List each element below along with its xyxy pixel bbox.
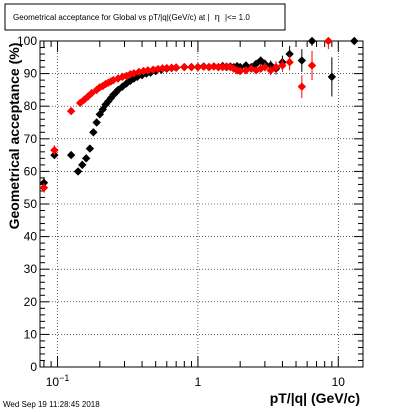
data-point — [83, 92, 93, 101]
data-point — [307, 36, 317, 46]
plot-area — [39, 36, 364, 368]
x-axis-title: pT/|q| (GeV/c) — [270, 390, 360, 406]
data-point — [106, 93, 116, 103]
plot-frame — [39, 40, 364, 368]
data-point — [167, 63, 176, 72]
data-point — [324, 36, 333, 46]
data-point — [85, 144, 95, 153]
data-point — [199, 62, 208, 71]
data-point — [204, 62, 214, 72]
data-point — [133, 72, 142, 82]
data-point — [193, 62, 203, 72]
data-point — [92, 118, 101, 127]
data-point — [162, 63, 171, 73]
y-tick-label: 80 — [24, 99, 38, 113]
y-tick-label: 20 — [24, 295, 38, 309]
y-tick-label: 60 — [24, 164, 38, 178]
data-point — [218, 62, 227, 72]
y-tick-label: 0 — [30, 360, 37, 374]
x-tick-label-base: 10 — [46, 375, 60, 389]
data-point — [171, 63, 181, 72]
data-point — [247, 64, 256, 73]
data-point — [113, 85, 123, 95]
data-point — [297, 56, 307, 65]
data-markers — [39, 36, 359, 193]
y-tick-label: 40 — [24, 230, 38, 244]
data-point — [214, 62, 223, 72]
data-point — [50, 146, 59, 155]
data-point — [266, 66, 275, 75]
data-point — [260, 62, 270, 72]
data-point — [142, 69, 151, 78]
data-point — [66, 150, 76, 160]
title-text-after-eta: |<= 1.0 — [225, 13, 250, 22]
x-tick-label: 10−1 — [46, 373, 70, 389]
x-tick-label: 1 — [195, 375, 202, 389]
data-point — [235, 66, 245, 76]
y-tick-label: 50 — [24, 197, 38, 211]
data-point — [78, 160, 87, 170]
y-tick-label: 10 — [24, 327, 38, 341]
data-point — [75, 98, 85, 108]
data-point — [113, 74, 123, 83]
data-point — [109, 90, 118, 99]
x-tick-labels: 10−1 1 10 — [46, 373, 346, 389]
data-point — [39, 183, 49, 192]
data-point — [143, 66, 153, 75]
data-point — [73, 167, 83, 176]
grid-lines — [40, 41, 363, 367]
title-eta-symbol: η — [215, 12, 220, 22]
data-point — [81, 154, 91, 163]
data-point — [180, 62, 189, 72]
data-point — [111, 88, 120, 97]
data-point — [285, 57, 294, 67]
data-point — [271, 62, 281, 72]
data-point — [297, 82, 307, 91]
y-axis-title: Geometrical acceptance (%) — [6, 43, 22, 230]
data-point — [92, 85, 101, 95]
data-point — [87, 88, 96, 98]
y-tick-label: 90 — [24, 67, 38, 81]
y-tick-label: 100 — [17, 34, 37, 48]
title-box — [4, 3, 286, 31]
y-tick-label: 30 — [24, 262, 38, 276]
y-tick-labels: 0 10 20 30 40 50 60 70 80 90 100 — [17, 34, 37, 374]
data-point — [187, 62, 196, 72]
data-point — [89, 128, 98, 137]
timestamp: Wed Sep 19 11:28:45 2018 — [3, 400, 100, 409]
data-point — [66, 106, 76, 116]
data-point — [109, 75, 118, 85]
data-point — [129, 69, 139, 78]
data-point — [148, 65, 158, 74]
data-point — [278, 61, 287, 70]
chart-title: Geometrical acceptance for Global vs pT/… — [13, 12, 250, 22]
x-tick-label-exponent: −1 — [59, 373, 69, 383]
title-text-before-eta: Geometrical acceptance for Global vs pT/… — [13, 13, 210, 22]
x-tick-label: 10 — [332, 375, 346, 389]
data-point — [350, 36, 359, 46]
data-point — [327, 72, 337, 82]
y-tick-label: 70 — [24, 132, 38, 146]
data-point — [241, 61, 251, 70]
data-point — [307, 61, 317, 70]
